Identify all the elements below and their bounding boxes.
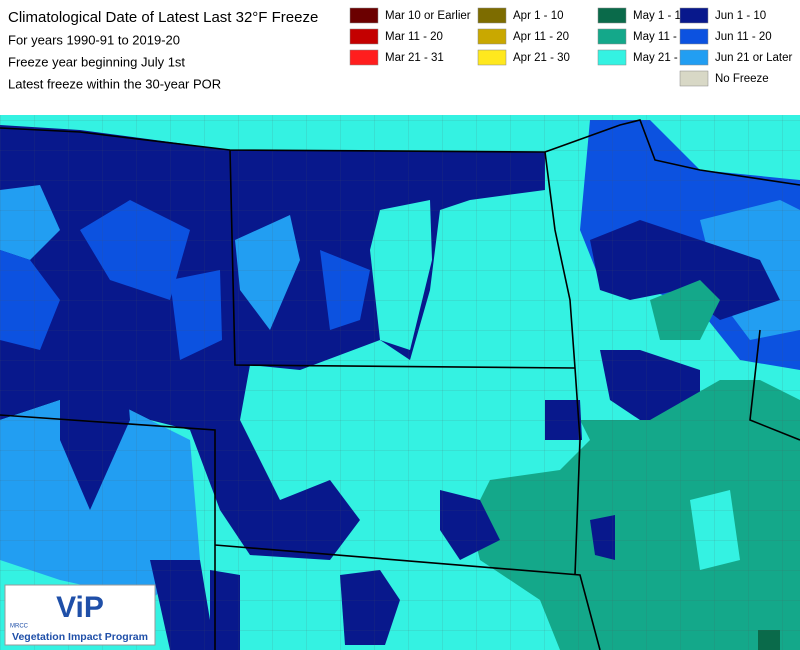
legend-swatch [349, 7, 379, 24]
legend-label: Apr 1 - 10 [513, 10, 564, 22]
subtitle: Freeze year beginning July 1st [8, 54, 185, 69]
legend-label: Jun 21 or Later [715, 52, 793, 64]
legend: Mar 10 or Earlier Mar 11 - 20 Mar 21 - 31 A… [349, 7, 793, 87]
logo-org: MRCC [10, 624, 29, 630]
legend-label: Mar 10 or Earlier [385, 10, 471, 22]
logo: ViP MRCC Vegetation Impact Program [4, 584, 156, 646]
legend-swatch [597, 49, 627, 66]
legend-swatch [477, 49, 507, 66]
legend-swatch [477, 7, 507, 24]
legend-label: Mar 11 - 20 [385, 31, 443, 43]
logo-box [4, 584, 156, 646]
logo-name: Vegetation Impact Program [12, 631, 148, 643]
legend-swatch [349, 49, 379, 66]
county-lines [0, 115, 800, 650]
legend-swatch [597, 28, 627, 45]
legend-swatch [679, 7, 709, 24]
legend-swatch [349, 28, 379, 45]
legend-swatch [477, 28, 507, 45]
legend-label: Apr 11 - 20 [513, 31, 569, 43]
map [0, 115, 800, 650]
title: Climatological Date of Latest Last 32°F … [8, 9, 318, 26]
subtitle: Latest freeze within the 30-year POR [8, 76, 221, 91]
legend-label: Mar 21 - 31 [385, 52, 444, 64]
legend-label: Jun 11 - 20 [715, 31, 772, 43]
header-bg [0, 0, 800, 115]
legend-label: Jun 1 - 10 [715, 10, 766, 22]
legend-label: May 11 - 20 [633, 31, 693, 43]
legend-label: No Freeze [715, 73, 769, 85]
legend-label: May 1 - 10 [633, 10, 687, 22]
logo-mark: ViP [56, 591, 104, 624]
legend-swatch [679, 70, 709, 87]
legend-swatch [597, 7, 627, 24]
state-border [0, 119, 800, 650]
legend-label: May 21 - 31 [633, 52, 694, 64]
subtitle: For years 1990-91 to 2019-20 [8, 32, 180, 47]
legend-swatch [679, 49, 709, 66]
legend-label: Apr 21 - 30 [513, 52, 570, 64]
legend-swatch [679, 28, 709, 45]
